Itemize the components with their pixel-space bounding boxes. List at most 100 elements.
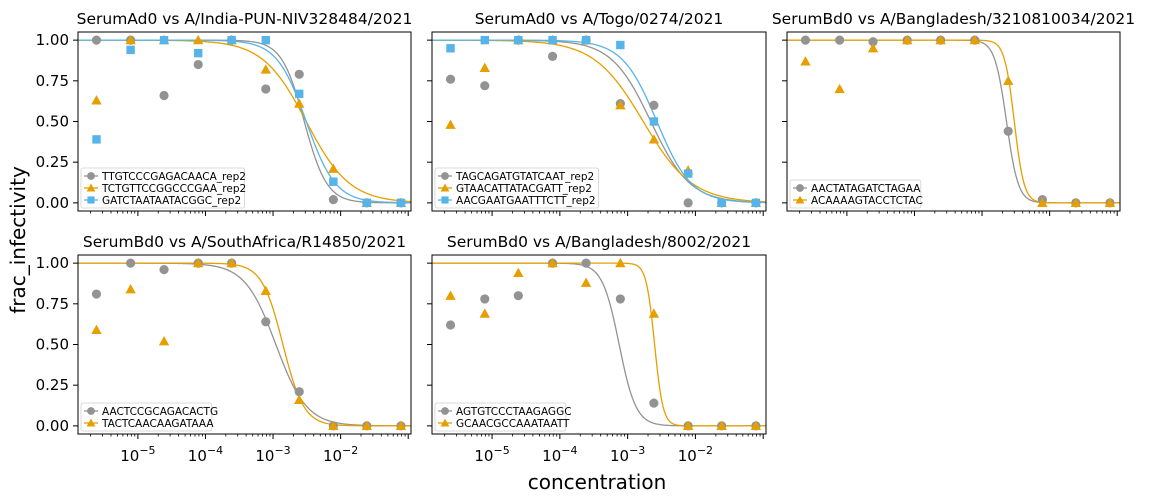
data-point [1003, 126, 1013, 136]
subplot-4: SerumBd0 vs A/SouthAfrica/R14850/2021 0.0… [36, 233, 412, 465]
data-point [295, 89, 304, 99]
data-point [717, 198, 726, 208]
subplots: SerumAd0 vs A/India-PUN-NIV328484/2021 0.… [36, 10, 1136, 465]
subplot-title: SerumAd0 vs A/India-PUN-NIV328484/2021 [77, 10, 413, 28]
y-tick-label: 0.25 [36, 153, 69, 171]
data-point [329, 177, 338, 186]
legend-label: TAGCAGATGTATCAAT_rep2 [455, 171, 594, 183]
data-point [649, 100, 659, 110]
data-point [580, 277, 592, 287]
data-point [395, 420, 407, 431]
data-point [649, 398, 659, 408]
data-point [615, 257, 626, 268]
data-point [193, 257, 204, 268]
data-point [328, 195, 338, 205]
legend-marker [441, 407, 449, 415]
data-point [125, 283, 136, 294]
data-point [716, 420, 727, 431]
y-tick-label: 1.00 [36, 254, 69, 272]
legend-marker [795, 195, 805, 204]
data-point [1003, 75, 1014, 85]
data-point [261, 84, 271, 94]
data-point [683, 198, 693, 208]
data-point [868, 37, 878, 47]
fit-curve [432, 262, 766, 427]
data-point [294, 394, 305, 404]
fit-curve [432, 262, 766, 427]
x-tick-label: 10−4 [188, 444, 223, 465]
data-point [92, 135, 101, 144]
x-tick-label: 10−2 [678, 444, 713, 465]
data-point [547, 51, 558, 62]
x-tick-label: 10−3 [610, 444, 645, 465]
legend-label: AACGAATGAATTTCTT_rep2 [456, 195, 596, 207]
legend-label: TACTCAACAAGATAAA [101, 418, 214, 430]
data-point [158, 336, 170, 346]
data-point [91, 35, 102, 45]
data-point [648, 134, 660, 144]
data-point [294, 98, 305, 108]
legend-label: GCAACGCCAAATAATT [456, 418, 570, 430]
x-tick-label: 10−5 [120, 444, 155, 465]
data-point [361, 420, 373, 431]
subplot-2: SerumAd0 vs A/Togo/0274/2021 TAGCAGATGTAT… [427, 10, 767, 216]
data-point [902, 34, 913, 45]
data-point [480, 35, 489, 45]
x-tick-label: 10−2 [323, 444, 358, 465]
data-point [91, 289, 102, 299]
data-point [800, 35, 811, 45]
data-point [935, 34, 946, 45]
data-point [513, 291, 523, 301]
data-point [479, 62, 490, 72]
legend-label: AACTATAGATCTAGAA [811, 183, 921, 195]
data-point [1104, 197, 1116, 208]
data-point [615, 294, 625, 304]
data-point [581, 35, 591, 45]
subplot-5: SerumBd0 vs A/Bangladesh/8002/2021 10−5 10… [427, 233, 767, 465]
y-tick-label: 0.50 [36, 113, 69, 131]
legend-marker [87, 407, 95, 415]
data-point [751, 198, 761, 208]
legend-label: GTAACATTATACGATT_rep2 [456, 183, 592, 195]
legend-marker [86, 418, 96, 427]
y-tick-label: 0.75 [36, 295, 69, 313]
data-point [193, 34, 204, 45]
data-point [445, 119, 456, 129]
legend-label: AGTGTCCCTAAGAGGC [456, 406, 572, 418]
y-axis-label: frac_infectivity [6, 166, 30, 314]
legend-marker [796, 184, 804, 192]
data-point [445, 290, 456, 300]
fit-curve [78, 262, 411, 427]
data-point [226, 257, 237, 268]
fit-curve [787, 39, 1120, 204]
plot-area [787, 34, 1120, 208]
subplot-title: SerumBd0 vs A/Bangladesh/3210810034/2021 [772, 10, 1135, 28]
subplot-1: SerumAd0 vs A/India-PUN-NIV328484/2021 0.… [36, 10, 413, 216]
data-point [867, 43, 879, 53]
data-point [479, 308, 490, 318]
plot-area [432, 257, 766, 431]
plot-area [78, 257, 411, 431]
data-point [159, 265, 169, 275]
x-axis-label: concentration [528, 470, 667, 494]
legend-marker [441, 196, 449, 204]
data-point [328, 163, 339, 173]
y-tick-label: 1.00 [36, 31, 69, 49]
data-point [834, 83, 845, 94]
data-point [616, 40, 625, 50]
subplot-title: SerumBd0 vs A/Bangladesh/8002/2021 [447, 233, 751, 251]
data-point [683, 169, 693, 178]
legend-label: AACTCCGCAGACACTG [102, 406, 218, 418]
legend-label: TTGTCCCGAGACAACA_rep2 [101, 171, 246, 183]
legend-marker [440, 183, 450, 192]
data-point [480, 294, 490, 304]
data-point [159, 35, 169, 45]
data-point [648, 308, 660, 318]
data-point [969, 34, 980, 45]
x-tick-label: 10−3 [255, 444, 290, 465]
y-tick-label: 0.50 [36, 336, 69, 354]
data-point [126, 45, 135, 55]
data-point [445, 320, 456, 330]
